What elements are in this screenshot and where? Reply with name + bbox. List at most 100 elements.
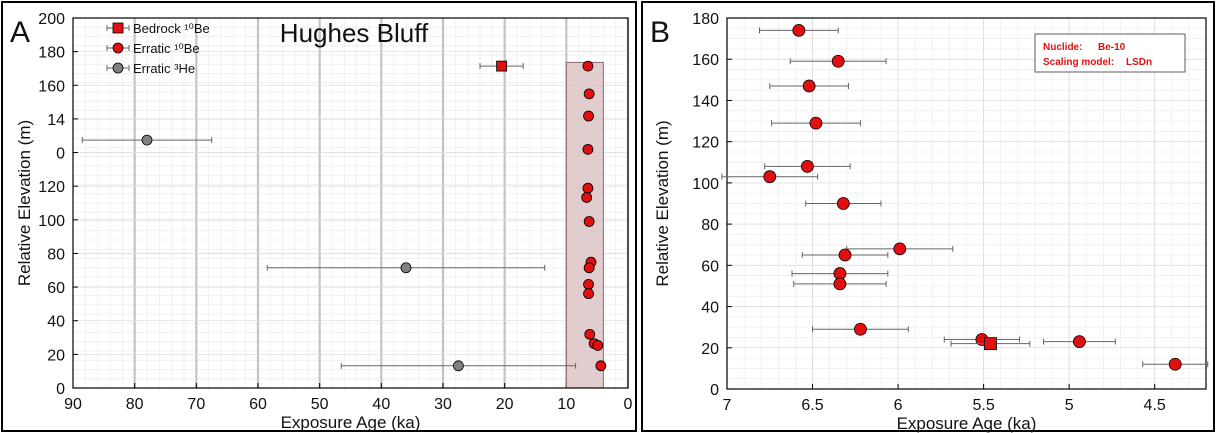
x-tick-label: 0 bbox=[624, 396, 633, 413]
data-point bbox=[583, 110, 594, 122]
plot-area-border bbox=[72, 17, 629, 389]
y-tick-label: 0 bbox=[56, 381, 65, 398]
data-point bbox=[836, 197, 850, 210]
legend-label: Bedrock ¹⁰Be bbox=[133, 21, 210, 36]
data-point bbox=[583, 278, 594, 290]
x-tick-label: 90 bbox=[64, 396, 82, 413]
data-point bbox=[792, 23, 806, 37]
panel-b: 7 6.5 6 5.5 5 4.5 0 20 40 60 80 100 120 140 160 180 Expo… bbox=[650, 11, 1209, 433]
minor-grid bbox=[726, 17, 1207, 390]
y-tick-label: 40 bbox=[47, 314, 65, 331]
x-tick-label: 30 bbox=[434, 396, 452, 413]
legend-marker bbox=[112, 22, 124, 34]
x-tick-label: 6 bbox=[894, 397, 903, 414]
data-point bbox=[400, 262, 412, 274]
y-tick-label: 20 bbox=[701, 341, 719, 358]
data-point bbox=[583, 216, 595, 227]
x-tick-label: 40 bbox=[372, 396, 390, 413]
legend-label: Erratic ¹⁰Be bbox=[133, 41, 200, 56]
chart-title: Hughes Bluff bbox=[280, 18, 429, 48]
y-tick-label: 100 bbox=[692, 176, 719, 193]
data-point bbox=[893, 242, 907, 256]
data-point bbox=[583, 88, 595, 100]
data-point bbox=[583, 262, 595, 274]
data-point bbox=[581, 192, 593, 203]
y-tick-label: 40 bbox=[701, 300, 719, 317]
y-tick-label: 180 bbox=[38, 45, 65, 62]
y-tick-label: 60 bbox=[701, 258, 719, 275]
x-tick-label: 7 bbox=[723, 397, 732, 414]
data-point bbox=[984, 337, 997, 351]
data-point bbox=[453, 360, 464, 372]
panel-a: 90 80 70 60 50 40 30 20 10 0020406080100120014160… bbox=[10, 11, 633, 432]
legend: Bedrock ¹⁰Be Erratic ¹⁰Be Erratic ³He bbox=[106, 21, 210, 76]
legend-marker bbox=[112, 42, 124, 54]
y-tick-label: 120 bbox=[692, 135, 719, 152]
panel-letter: A bbox=[10, 16, 30, 49]
x-tick-label: 20 bbox=[496, 396, 514, 413]
series bbox=[721, 23, 1209, 371]
data-point bbox=[809, 116, 823, 130]
x-tick-label: 6.5 bbox=[801, 397, 823, 414]
nuclide-label: Nuclide: bbox=[1043, 42, 1082, 53]
x-tick-label: 60 bbox=[249, 396, 267, 413]
legend-item: Erratic ¹⁰Be bbox=[106, 41, 200, 56]
x-tick-label: 4.5 bbox=[1144, 397, 1166, 414]
y-tick-label: 200 bbox=[38, 11, 65, 28]
y-tick-label: 20 bbox=[47, 347, 65, 364]
legend-label: Erratic ³He bbox=[133, 61, 195, 76]
y-tick-label: 100 bbox=[38, 213, 65, 230]
y-tick-label: 60 bbox=[47, 280, 65, 297]
panel-a-frame bbox=[1, 1, 637, 432]
data-point bbox=[595, 360, 607, 372]
y-tick-label: 140 bbox=[692, 93, 719, 110]
x-axis-label: Exposure Age (ka) bbox=[897, 414, 1037, 433]
series bbox=[81, 134, 577, 372]
data-point bbox=[831, 54, 845, 68]
y-tick-label: 0 bbox=[710, 382, 719, 399]
data-point bbox=[854, 322, 867, 336]
data-point bbox=[582, 143, 594, 155]
x-tick-label: 5 bbox=[1065, 397, 1074, 414]
data-point bbox=[801, 159, 814, 173]
y-axis-label: Relative Elevation (m) bbox=[15, 120, 34, 286]
legend-item: Erratic ³He bbox=[106, 61, 195, 76]
data-point bbox=[582, 182, 594, 194]
y-tick-label: 14 bbox=[47, 112, 65, 129]
panel-letter: B bbox=[650, 16, 670, 49]
legend-marker bbox=[112, 62, 124, 74]
x-tick-label: 80 bbox=[126, 396, 144, 413]
x-tick-label: 5.5 bbox=[972, 397, 994, 414]
y-tick-label: 80 bbox=[47, 246, 65, 263]
x-tick-label: 50 bbox=[311, 396, 329, 413]
panel-b-frame bbox=[641, 1, 1215, 432]
info-box-frame bbox=[1034, 33, 1186, 73]
y-tick-label: 160 bbox=[38, 78, 65, 95]
nuclide-value: Be-10 bbox=[1098, 42, 1126, 53]
x-tick-label: 10 bbox=[557, 396, 575, 413]
series bbox=[479, 60, 524, 72]
data-point bbox=[496, 60, 507, 72]
y-tick-label: 120 bbox=[38, 179, 65, 196]
y-tick-label: 0 bbox=[56, 146, 65, 163]
y-tick-label: 180 bbox=[692, 11, 719, 28]
data-point bbox=[763, 170, 777, 184]
data-point bbox=[582, 60, 594, 72]
series bbox=[950, 337, 1031, 351]
y-tick-label: 160 bbox=[692, 52, 719, 69]
data-point bbox=[583, 288, 594, 300]
data-point bbox=[802, 79, 816, 93]
y-axis-label: Relative Elevation (m) bbox=[653, 120, 672, 286]
data-point bbox=[833, 277, 847, 291]
data-point bbox=[838, 248, 852, 262]
x-tick-label: 70 bbox=[187, 396, 205, 413]
scaling-model-value: LSDn bbox=[1126, 57, 1152, 68]
data-point bbox=[584, 328, 596, 340]
series bbox=[581, 60, 607, 372]
data-point bbox=[592, 340, 604, 351]
y-tick-label: 80 bbox=[701, 217, 719, 234]
data-point bbox=[141, 134, 153, 146]
info-box: Nuclide: Be-10 Scaling model: LSDn bbox=[1034, 33, 1186, 73]
plot-area-border bbox=[726, 17, 1207, 390]
